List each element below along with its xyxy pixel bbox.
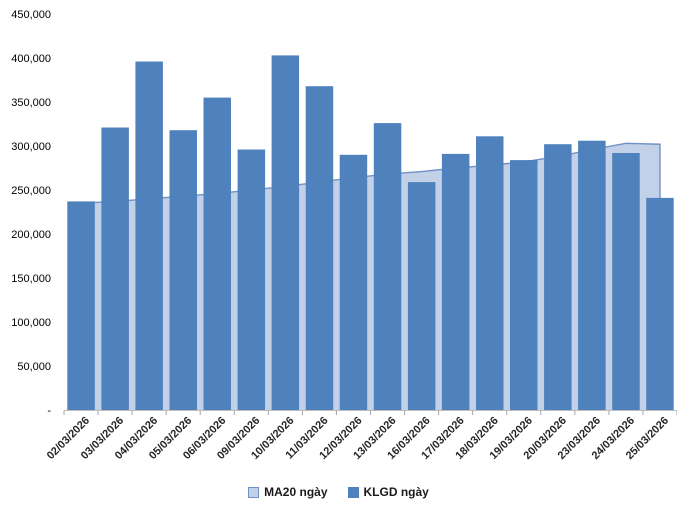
chart-legend: MA20 ngày KLGD ngày — [0, 481, 677, 503]
volume-bar — [169, 130, 197, 410]
y-tick-label: - — [47, 405, 51, 417]
volume-bar — [373, 123, 402, 410]
volume-bar — [476, 136, 504, 411]
ma20-swatch-icon — [248, 486, 260, 498]
volume-bar — [646, 197, 674, 410]
y-tick-label: 150,000 — [11, 273, 51, 285]
volume-bar — [135, 61, 163, 410]
volume-bar — [271, 55, 300, 411]
legend-label-ma20: MA20 ngày — [264, 485, 328, 499]
volume-bar — [510, 160, 538, 410]
y-tick-label: 50,000 — [17, 361, 51, 373]
volume-bar — [612, 153, 640, 410]
volume-bar — [305, 86, 334, 410]
klgd-swatch-icon — [347, 486, 359, 498]
volume-bar — [544, 144, 572, 410]
legend-label-klgd: KLGD ngày — [363, 485, 429, 499]
legend-item-ma20: MA20 ngày — [248, 485, 328, 499]
volume-bar — [407, 182, 436, 410]
y-tick-label: 450,000 — [11, 9, 51, 21]
y-tick-label: 200,000 — [11, 229, 51, 241]
volume-bar — [578, 140, 606, 410]
volume-bar — [203, 97, 231, 410]
y-tick-label: 250,000 — [11, 185, 51, 197]
y-tick-label: 350,000 — [11, 97, 51, 109]
ma20-area — [81, 143, 660, 411]
y-tick-label: 400,000 — [11, 53, 51, 65]
y-tick-label: 100,000 — [11, 317, 51, 329]
volume-bar — [67, 201, 95, 410]
legend-item-klgd: KLGD ngày — [347, 485, 429, 499]
volume-bar — [237, 149, 266, 410]
volume-bar — [101, 127, 129, 410]
volume-bar — [339, 154, 368, 410]
y-tick-label: 300,000 — [11, 141, 51, 153]
volume-bar — [441, 153, 470, 410]
